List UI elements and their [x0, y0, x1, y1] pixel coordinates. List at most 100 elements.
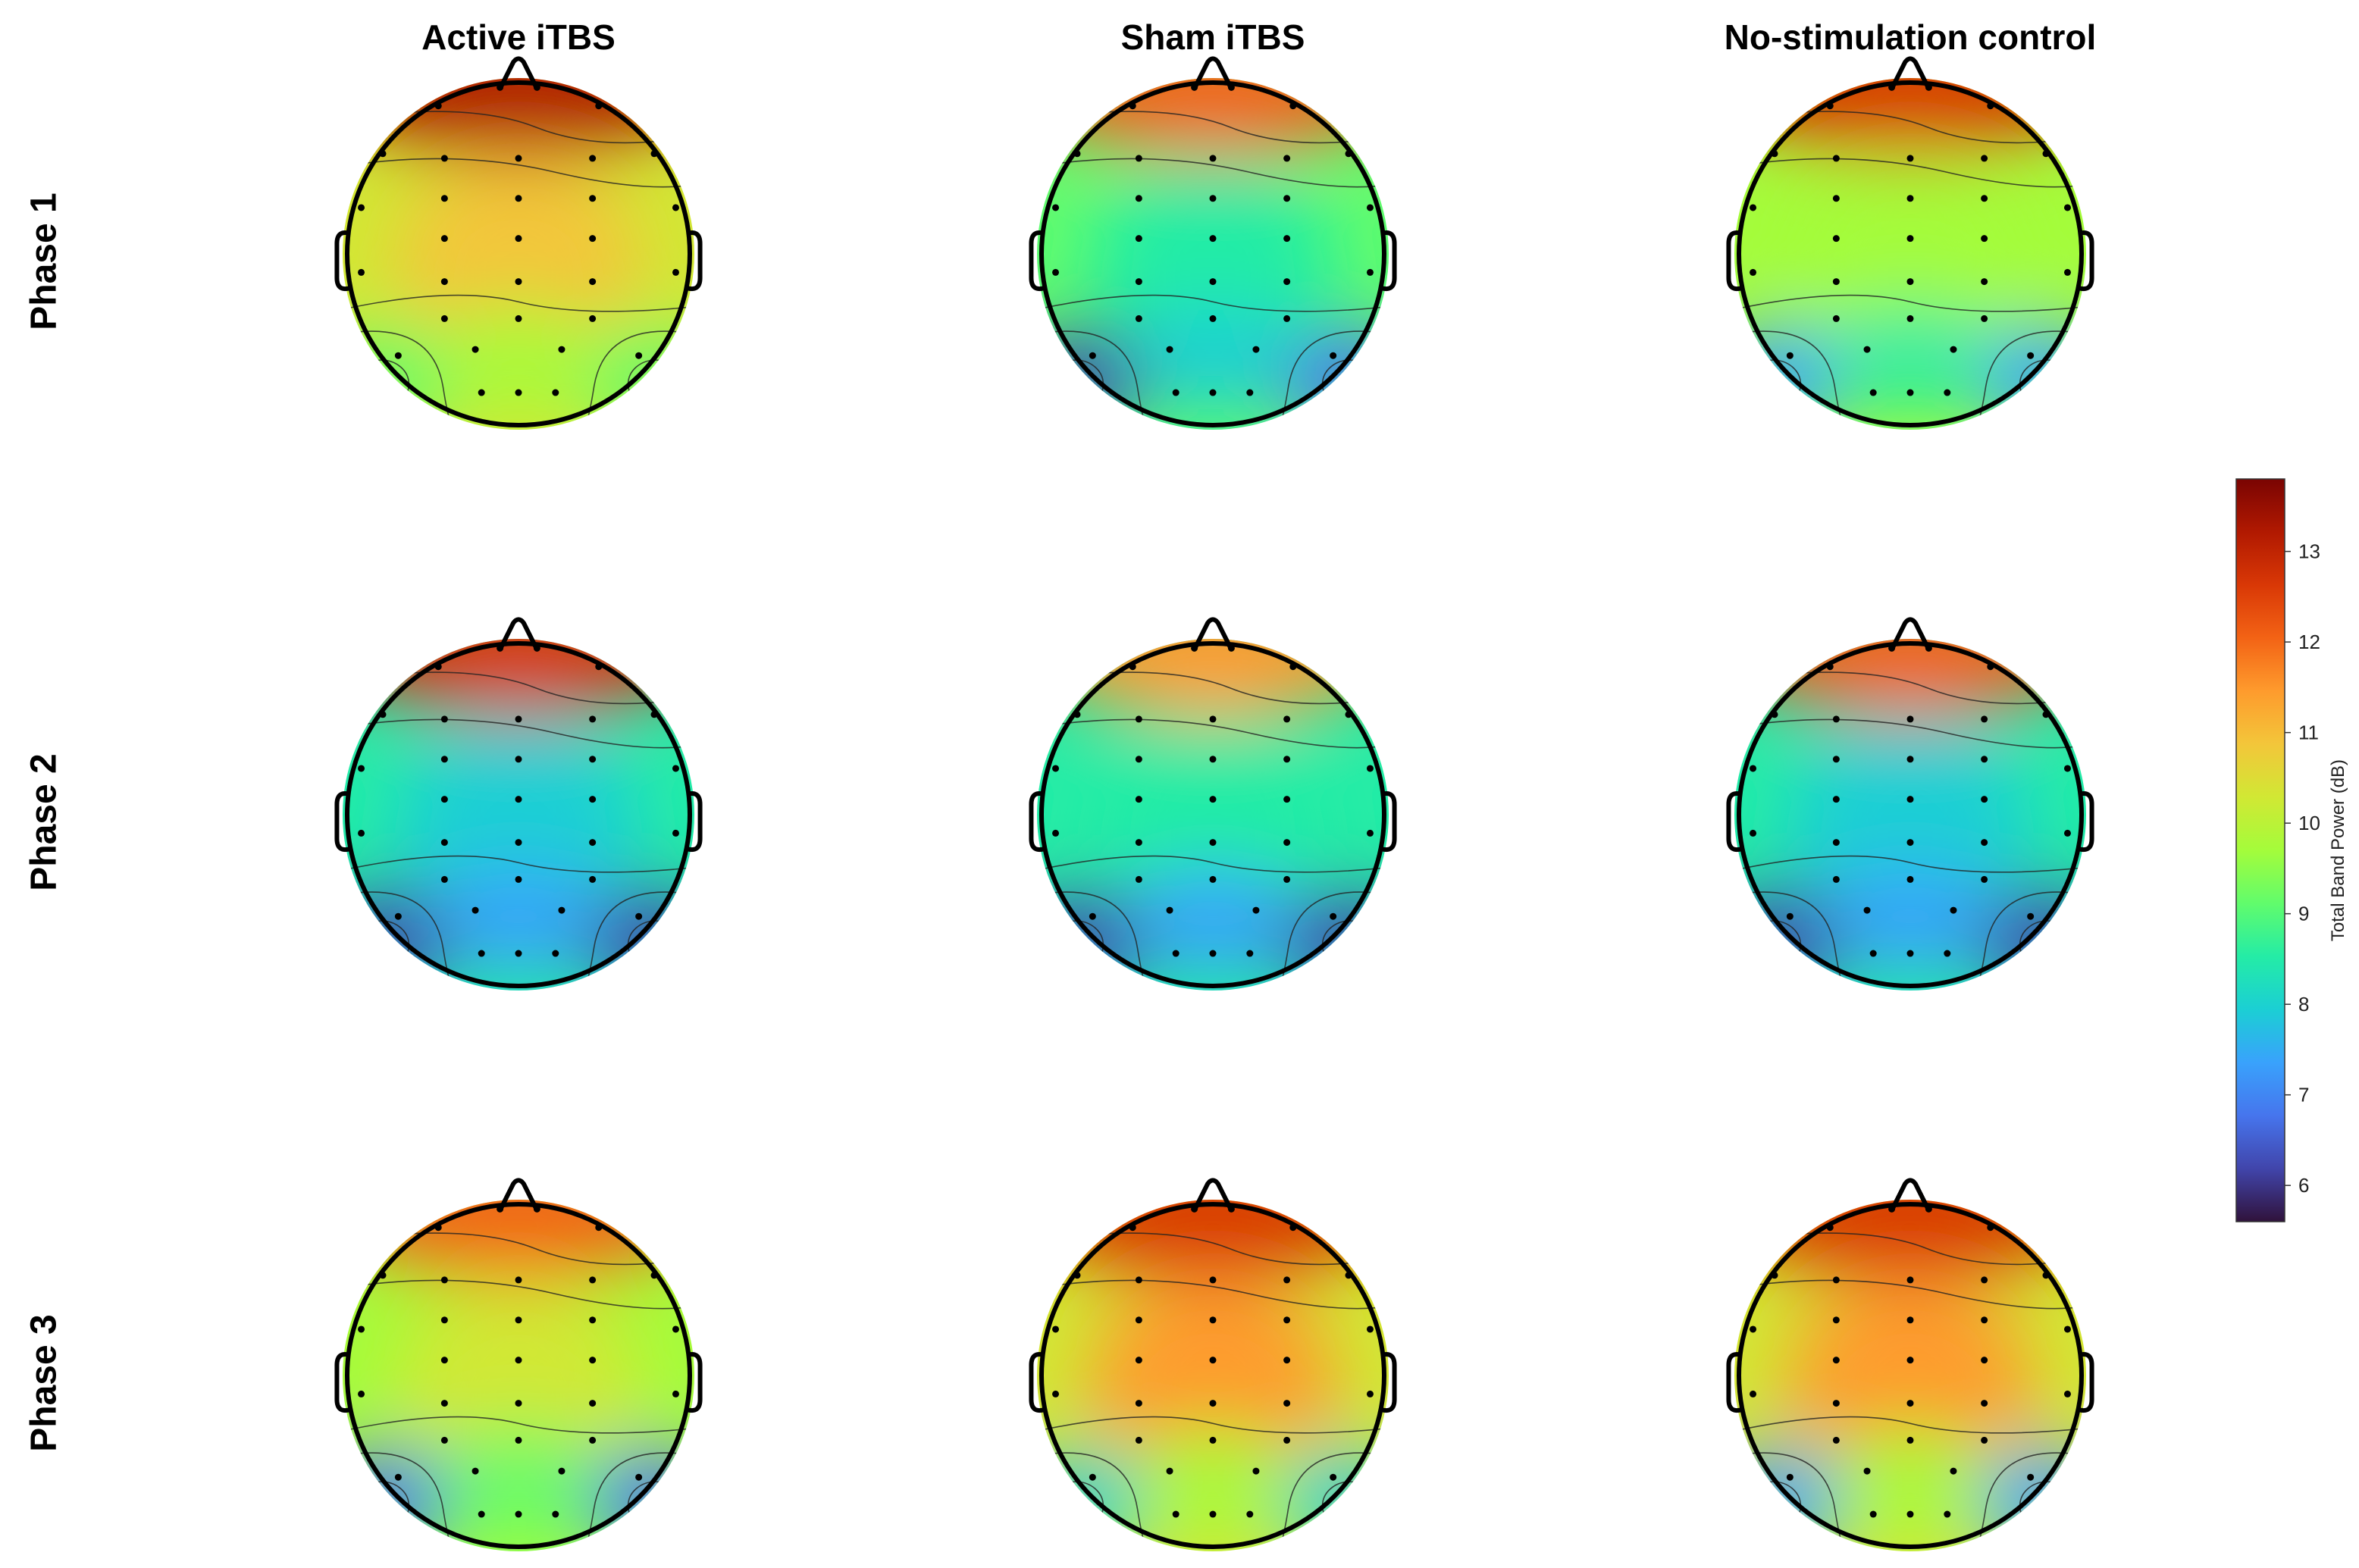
nose [1891, 617, 1930, 648]
sensor-dot [1832, 315, 1840, 322]
sensor-dot [589, 1276, 597, 1284]
sensor-dot [1750, 204, 1757, 211]
sensor-dot [1832, 1357, 1840, 1364]
nose [499, 617, 538, 648]
sensor-dot [1246, 389, 1254, 396]
left-ear [1029, 230, 1045, 292]
sensor-dot [1906, 1316, 1914, 1324]
sensor-dot [552, 1510, 559, 1518]
colorbar-label-text: Total Band Power (dB) [2328, 759, 2348, 942]
sensor-dot [1750, 1390, 1757, 1397]
sensor-dot [1227, 1205, 1235, 1213]
sensor-dot [635, 1473, 643, 1481]
sensor-dot [515, 1400, 522, 1407]
sensor-dot [1826, 1224, 1834, 1232]
sensor-dot [1052, 268, 1060, 276]
sensor-dot [1129, 663, 1136, 671]
sensor-dot [358, 765, 365, 772]
sensor-dot [1283, 839, 1291, 847]
topomap-field [343, 1200, 694, 1551]
sensor-dot [1283, 1276, 1291, 1284]
sensor-dot [1981, 315, 1988, 322]
sensor-dot [1135, 715, 1142, 723]
sensor-dot [1832, 875, 1840, 883]
sensor-dot [1981, 278, 1988, 286]
sensor-dot [558, 1467, 565, 1475]
sensor-dot [1944, 1510, 1951, 1518]
sensor-dot [1981, 1357, 1988, 1364]
sensor-dot [552, 950, 559, 957]
sensor-dot [1906, 839, 1914, 847]
sensor-dot [1209, 235, 1217, 243]
sensor-dot [1252, 906, 1260, 914]
sensor-dot [589, 796, 597, 803]
sensor-dot [533, 1205, 540, 1213]
sensor-dot [1135, 1276, 1142, 1284]
nose [1193, 1178, 1233, 1209]
sensor-dot [672, 765, 679, 772]
sensor-dot [1906, 1276, 1914, 1284]
sensor-dot [589, 1316, 597, 1324]
sensor-dot [394, 352, 402, 359]
nose [1891, 56, 1930, 87]
sensor-dot [589, 1400, 597, 1407]
sensor-dot [672, 204, 679, 211]
sensor-dots [358, 83, 679, 396]
sensor-dot [589, 155, 597, 162]
colorbar-gradient [2235, 478, 2285, 1222]
right-ear [2078, 791, 2094, 853]
topomap-phase-3-sham-itbs [1029, 1178, 1397, 1551]
sensor-dot [1906, 315, 1914, 322]
sensor-dot [1209, 278, 1217, 286]
sensor-dot [1283, 315, 1291, 322]
sensor-dot [515, 756, 522, 763]
sensor-dot [1750, 829, 1757, 837]
sensor-dot [515, 278, 522, 286]
sensor-dot [1750, 765, 1757, 772]
sensor-dot [1981, 195, 1988, 202]
sensor-dot [589, 875, 597, 883]
sensor-dot [515, 1510, 522, 1518]
sensor-dot [358, 268, 365, 276]
sensor-dot [1906, 195, 1914, 202]
left-ear [334, 1352, 351, 1413]
colorbar-tick-label: 11 [2298, 721, 2319, 744]
sensor-dot [1283, 155, 1291, 162]
sensor-dot [1135, 235, 1142, 243]
sensor-dot [1786, 912, 1794, 920]
sensor-dot [515, 1436, 522, 1444]
sensor-dot [1981, 796, 1988, 803]
head-outline [1029, 617, 1397, 988]
colorbar-tick-label: 9 [2298, 903, 2309, 925]
nose [499, 56, 538, 87]
head-outline [334, 1178, 703, 1549]
sensor-dot [1345, 150, 1352, 158]
sensor-dot [1073, 711, 1081, 718]
sensor-dot [672, 829, 679, 837]
sensor-dot [650, 1272, 658, 1279]
sensor-dot [1906, 1510, 1914, 1518]
sensor-dot [1283, 1436, 1291, 1444]
sensor-dot [1366, 1390, 1374, 1397]
sensor-dot [440, 1357, 448, 1364]
sensor-dot [1172, 1510, 1180, 1518]
topomap-field [1734, 1200, 2086, 1551]
column-title-sham-itbs: Sham iTBS [1120, 17, 1305, 57]
sensor-dot [1832, 235, 1840, 243]
sensor-dot [1888, 644, 1896, 652]
sensor-dot [1906, 1436, 1914, 1444]
sensor-dot [1981, 839, 1988, 847]
sensor-dot [1832, 1316, 1840, 1324]
sensor-dot [1209, 875, 1217, 883]
sensor-dot [672, 1390, 679, 1397]
sensor-dot [1289, 1224, 1297, 1232]
sensor-dot [1832, 278, 1840, 286]
sensor-dot [1135, 278, 1142, 286]
sensor-dot [1209, 1510, 1217, 1518]
sensor-dot [1166, 906, 1173, 914]
sensor-dot [2027, 912, 2035, 920]
sensor-dot [2063, 1325, 2071, 1333]
topomap-phase-2-no-stimulation-control [1726, 617, 2094, 991]
nose [1891, 1178, 1930, 1209]
